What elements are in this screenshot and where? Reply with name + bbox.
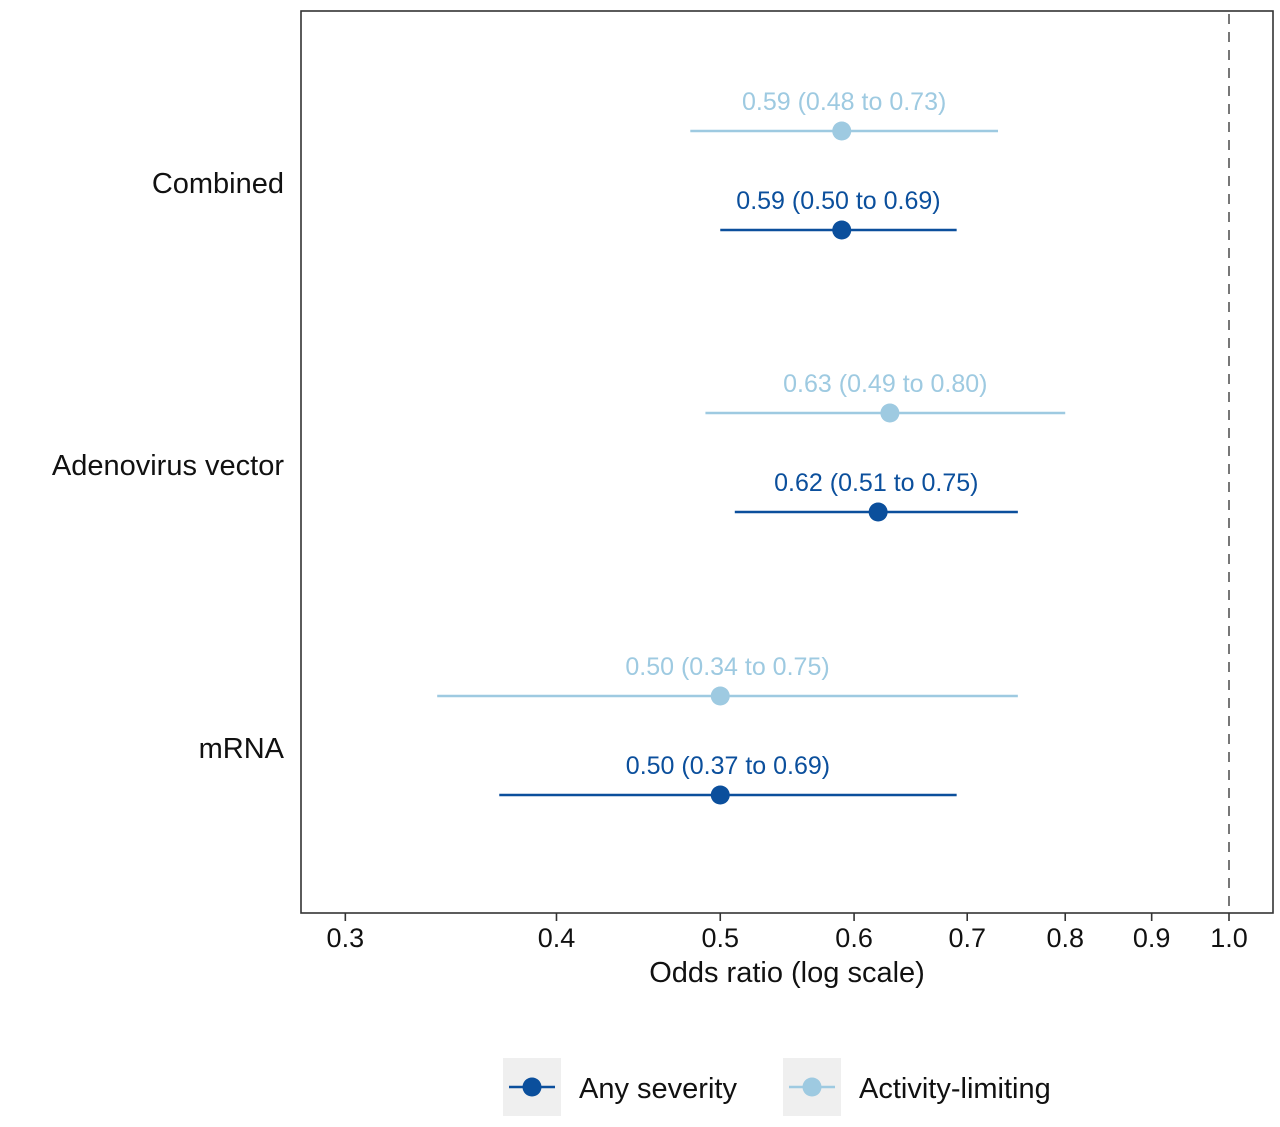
legend-key-point — [802, 1077, 822, 1097]
data-label: 0.50 (0.37 to 0.69) — [626, 752, 830, 780]
plot-panel — [300, 10, 1274, 914]
x-tick-label: 0.3 — [327, 923, 365, 953]
x-axis-label: Odds ratio (log scale) — [649, 957, 925, 989]
data-label: 0.50 (0.34 to 0.75) — [625, 653, 829, 681]
x-tick-label: 0.4 — [538, 923, 576, 953]
point-estimate — [880, 403, 900, 423]
y-category-label: Combined — [152, 168, 284, 200]
x-tick-label: 0.6 — [835, 923, 873, 953]
x-tick-label: 0.9 — [1133, 923, 1171, 953]
data-label: 0.59 (0.48 to 0.73) — [742, 88, 946, 116]
point-estimate — [710, 686, 730, 706]
legend-key-point — [522, 1077, 542, 1097]
point-estimate — [710, 785, 730, 805]
y-category-label: Adenovirus vector — [52, 450, 284, 482]
x-tick-label: 1.0 — [1210, 923, 1248, 953]
data-label: 0.59 (0.50 to 0.69) — [736, 187, 940, 215]
point-estimate — [868, 502, 888, 522]
legend-label: Any severity — [579, 1073, 737, 1105]
data-label: 0.63 (0.49 to 0.80) — [783, 370, 987, 398]
y-category-label: mRNA — [199, 733, 285, 765]
x-tick-label: 0.8 — [1046, 923, 1084, 953]
legend-label: Activity-limiting — [859, 1073, 1051, 1105]
point-estimate — [832, 121, 852, 141]
x-tick-label: 0.5 — [701, 923, 739, 953]
data-label: 0.62 (0.51 to 0.75) — [774, 469, 978, 497]
point-estimate — [832, 220, 852, 240]
x-tick-label: 0.7 — [948, 923, 986, 953]
